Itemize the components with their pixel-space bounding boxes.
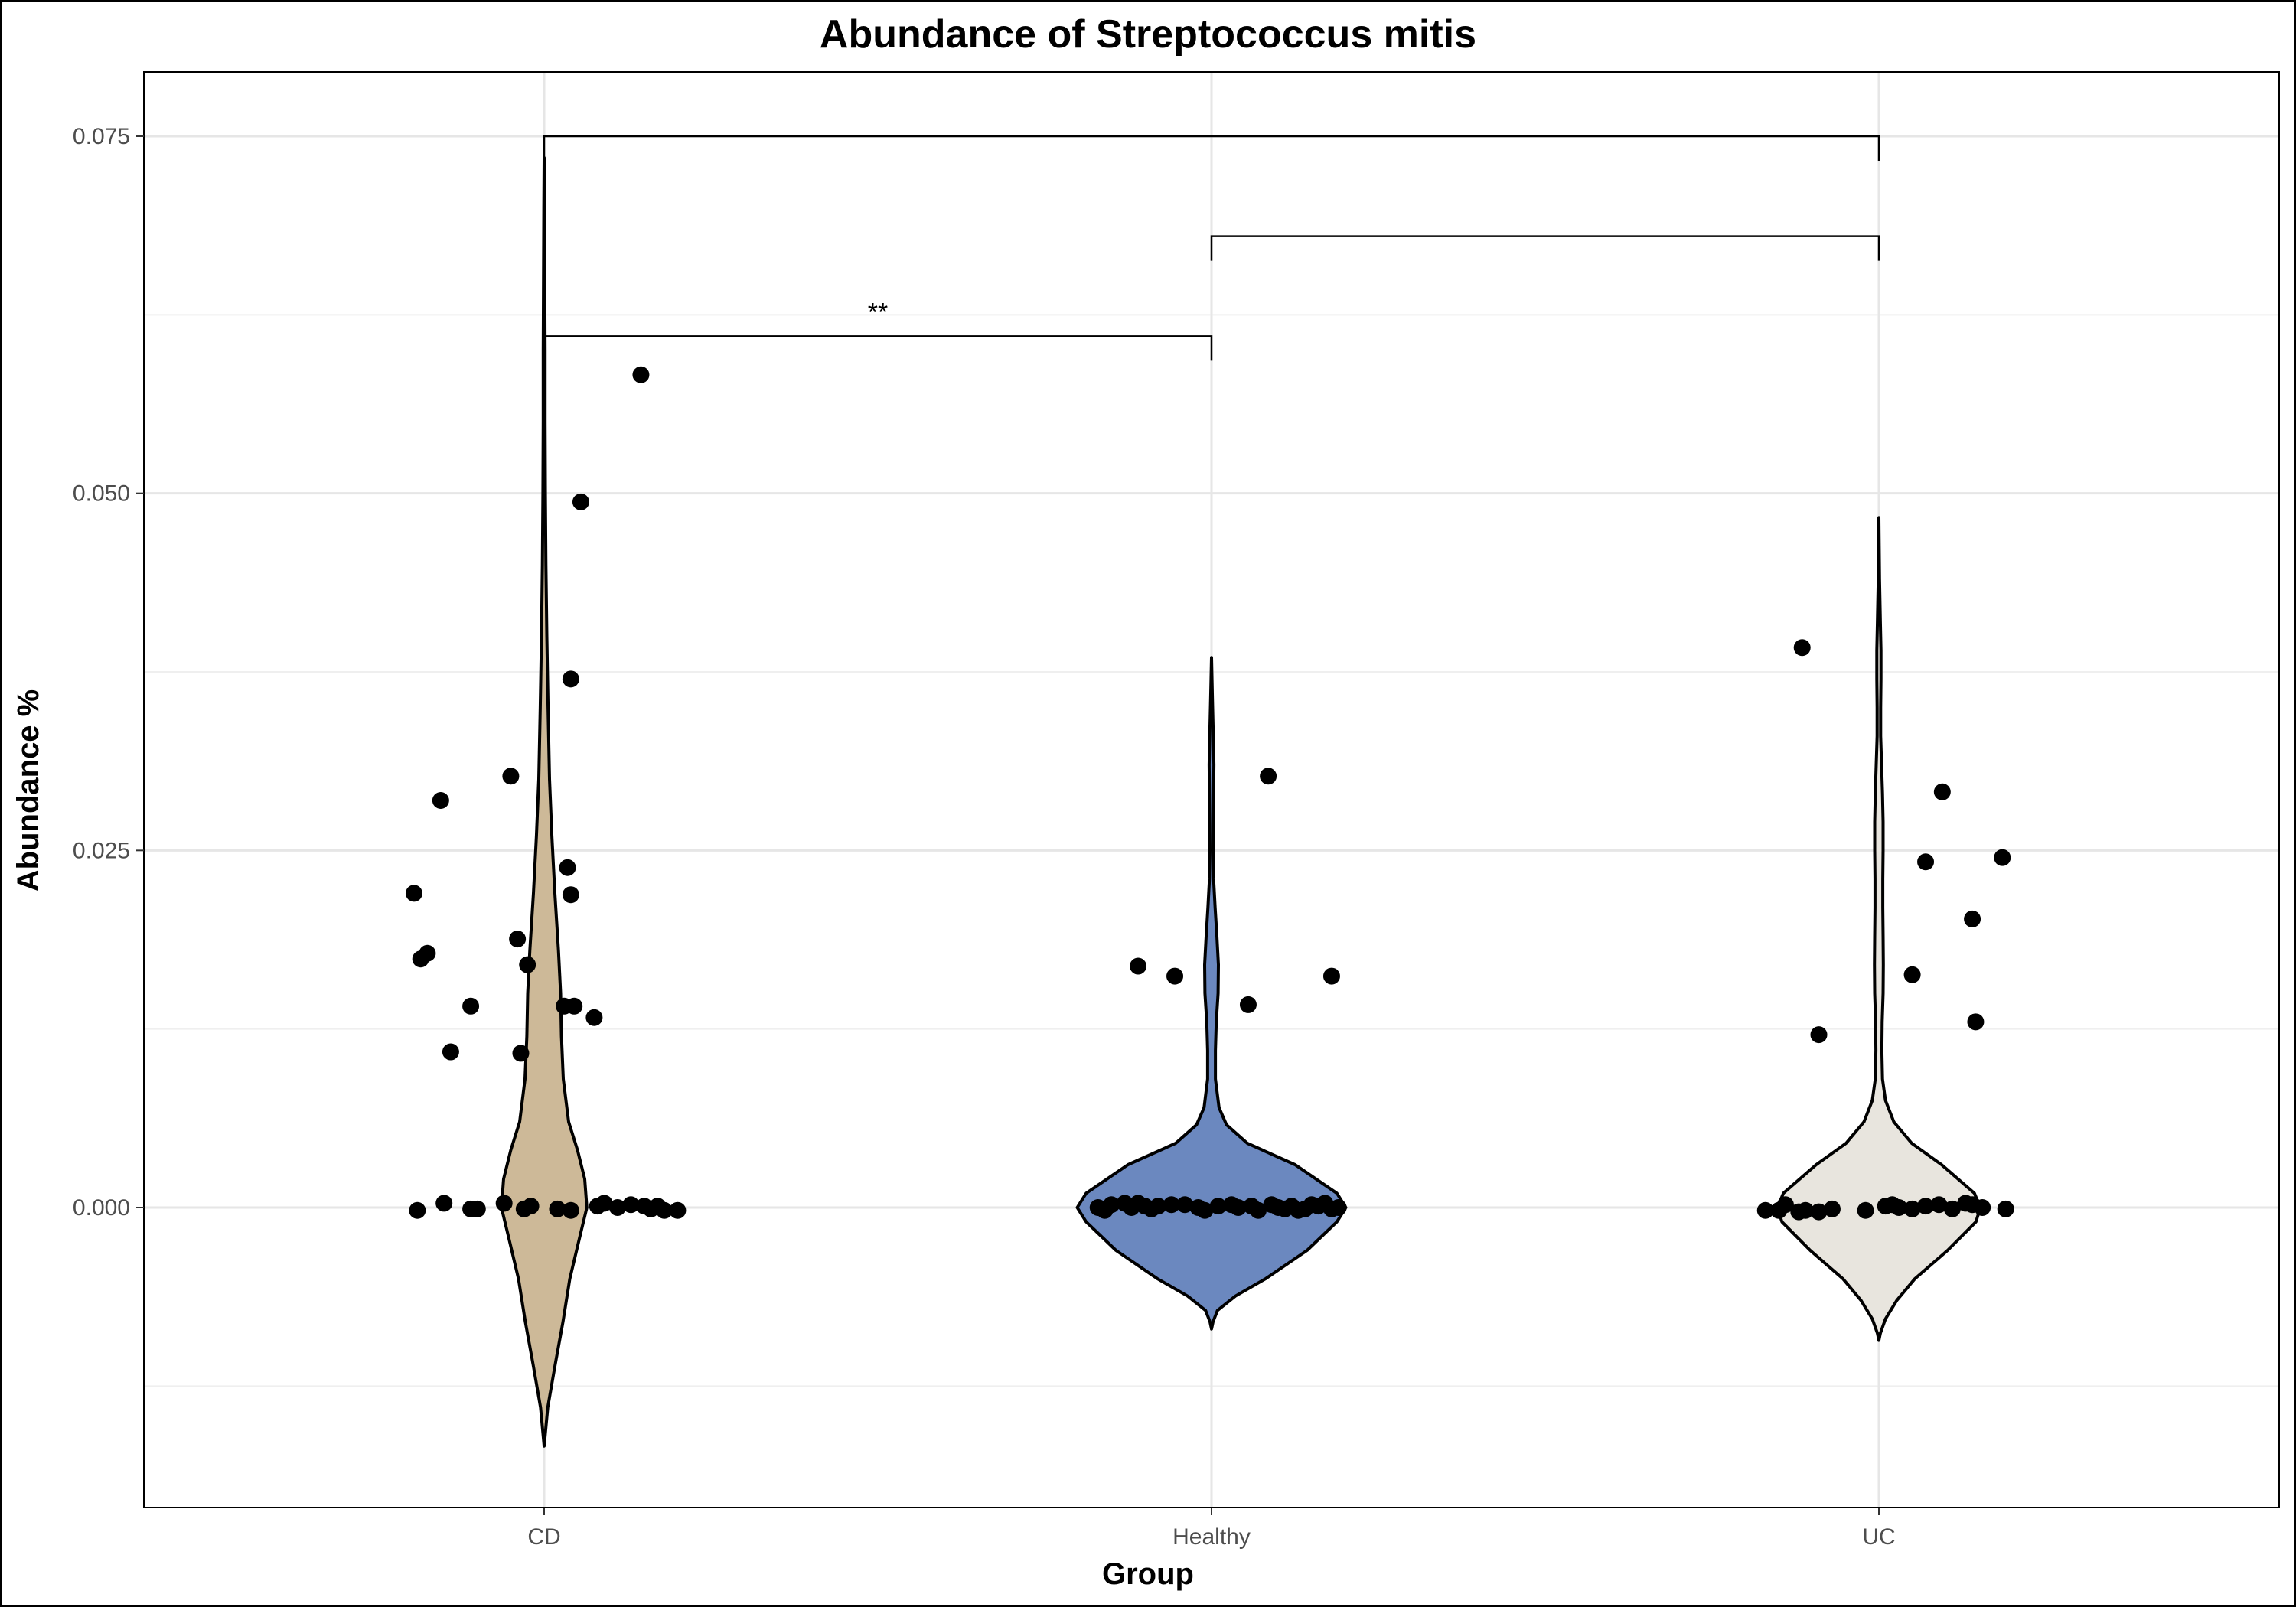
violin-healthy: [1075, 656, 1348, 1331]
data-point-cd: [468, 1200, 486, 1217]
chart-title: Abundance of Streptococcus mitis: [820, 12, 1476, 57]
data-point-cd: [669, 1201, 687, 1219]
data-point-cd: [502, 768, 520, 785]
data-point-cd: [519, 956, 536, 973]
data-point-cd: [549, 1200, 566, 1217]
significance-brackets: **: [543, 135, 1880, 361]
data-point-uc: [1903, 966, 1921, 983]
significance-label: **: [868, 298, 888, 327]
data-point-uc: [1756, 1201, 1774, 1219]
data-point-uc: [1967, 1013, 1985, 1031]
data-point-cd: [622, 1196, 640, 1214]
data-point-healthy: [1103, 1196, 1120, 1214]
x-tick-label: Healthy: [1172, 1524, 1251, 1550]
data-point-healthy: [1209, 1198, 1227, 1215]
data-point-cd: [462, 997, 480, 1015]
data-point-uc: [1810, 1026, 1828, 1044]
data-point-cd: [435, 1195, 453, 1212]
x-axis-title: Group: [1102, 1557, 1194, 1591]
data-point-cd: [495, 1195, 513, 1212]
data-point-uc: [1823, 1200, 1841, 1217]
data-point-uc: [1857, 1201, 1874, 1219]
data-point-healthy: [1250, 1201, 1267, 1219]
data-point-healthy: [1322, 967, 1340, 985]
data-point-cd: [522, 1198, 540, 1215]
y-axis-title: Abundance %: [11, 689, 45, 892]
data-point-uc: [1994, 849, 2011, 866]
y-tick-label: 0.050: [73, 481, 130, 507]
data-point-uc: [1974, 1199, 1991, 1216]
data-point-healthy: [1229, 1199, 1247, 1216]
data-point-cd: [562, 886, 579, 904]
data-point-uc: [1997, 1200, 2014, 1217]
data-point-uc: [1933, 783, 1951, 800]
data-point-cd: [432, 792, 449, 809]
comparison-bracket: [543, 335, 1213, 361]
y-tick-label: 0.000: [73, 1195, 130, 1221]
data-point-cd: [562, 1201, 579, 1219]
data-point-cd: [632, 366, 650, 383]
data-point-uc: [1797, 1201, 1815, 1219]
data-point-uc: [1890, 1199, 1908, 1216]
comparison-bracket: [543, 135, 1880, 161]
data-point-cd: [559, 859, 576, 876]
data-point-cd: [572, 493, 589, 510]
data-point-healthy: [1163, 1196, 1180, 1214]
data-point-cd: [442, 1043, 459, 1061]
comparison-bracket: [1210, 235, 1880, 261]
violin-uc: [1776, 516, 1982, 1342]
data-point-uc: [1793, 639, 1811, 657]
data-point-cd: [595, 1195, 613, 1212]
data-point-cd: [405, 885, 422, 902]
data-point-uc: [1964, 910, 1981, 927]
data-point-uc: [1930, 1196, 1948, 1214]
data-point-uc: [1917, 1198, 1935, 1215]
data-point-healthy: [1130, 957, 1147, 975]
data-point-uc: [1943, 1200, 1961, 1217]
data-point-uc: [1903, 1200, 1921, 1217]
x-tick-label: CD: [527, 1524, 560, 1550]
data-point-cd: [512, 1045, 530, 1062]
data-point-healthy: [1176, 1196, 1194, 1214]
data-point-healthy: [1166, 967, 1184, 985]
data-point-healthy: [1260, 768, 1277, 785]
data-point-healthy: [1196, 1201, 1214, 1219]
data-point-uc: [1917, 853, 1935, 871]
y-tick-label: 0.025: [73, 838, 130, 863]
data-point-cd: [412, 950, 429, 968]
data-point-cd: [585, 1009, 603, 1026]
data-point-healthy: [1239, 996, 1257, 1013]
data-point-cd: [608, 1199, 626, 1216]
data-point-uc: [1810, 1203, 1828, 1221]
data-points: [405, 366, 2014, 1221]
y-axis-ticks: 0.000 0.025 0.050 0.075: [73, 124, 144, 1221]
data-point-cd: [562, 670, 579, 688]
x-tick-label: UC: [1862, 1524, 1895, 1550]
violins: [500, 156, 1982, 1448]
x-axis-ticks: CD Healthy UC: [527, 1508, 1896, 1550]
data-point-cd: [509, 931, 527, 948]
data-point-cd: [566, 997, 583, 1015]
y-tick-label: 0.075: [73, 124, 130, 149]
data-point-cd: [409, 1201, 426, 1219]
data-point-cd: [655, 1201, 673, 1219]
data-point-healthy: [1329, 1199, 1347, 1216]
data-point-healthy: [1150, 1198, 1167, 1215]
data-point-uc: [1776, 1196, 1794, 1214]
